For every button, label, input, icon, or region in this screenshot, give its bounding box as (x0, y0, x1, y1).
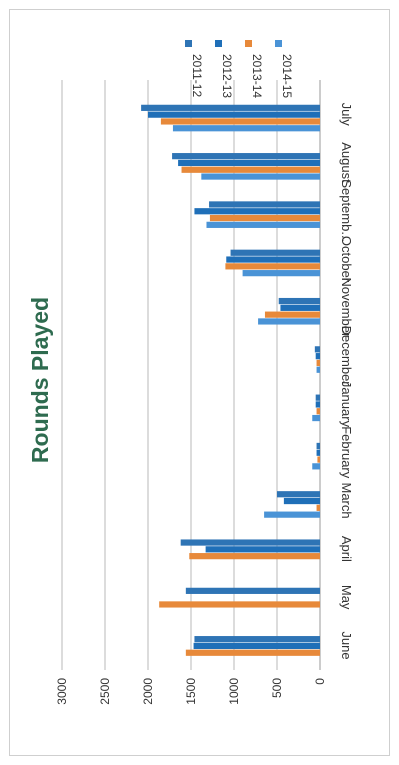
value-tick-label: 1000 (227, 678, 241, 705)
legend-swatch (215, 40, 222, 47)
bar-2011-12-March (277, 491, 320, 498)
value-tick-label: 500 (270, 678, 284, 698)
bar-2013-14-Septemb... (209, 214, 320, 222)
bar-2013-14-October (225, 263, 320, 270)
bar-2013-14-March (316, 504, 320, 511)
value-tick-label: 1500 (184, 678, 198, 705)
bar-2012-13-April (205, 546, 320, 553)
category-axis: July AugustSeptemb...OctoberNovemberDecem… (339, 103, 354, 660)
bar-2014-15-Septemb... (206, 221, 320, 228)
category-label: April (339, 536, 354, 562)
category-label: December (339, 326, 354, 387)
bar-2014-15-March (264, 511, 320, 518)
category-label: November (339, 277, 354, 338)
bar-2013-14-May (159, 601, 320, 608)
category-label: February (339, 426, 354, 479)
bar-2014-15-October (242, 270, 320, 277)
legend: 2011-12 2012-13 2013-14 2014-15 (185, 40, 294, 98)
bar-2012-13-December (315, 353, 320, 360)
bar-2014-15-January (312, 414, 320, 422)
bars (141, 104, 320, 656)
category-label: March (339, 482, 354, 518)
chart-frame: 0 500 1000 1500 2000 2500 3000 July August Septe… (9, 9, 390, 756)
bar-2011-12-December (314, 346, 320, 353)
legend-swatch (185, 40, 192, 47)
bar-2012-13-July (148, 111, 320, 118)
bar-2012-13-August (178, 159, 320, 167)
category-label: June (339, 631, 354, 659)
bar-2014-15-July (172, 125, 320, 132)
bar-2012-13-June (193, 642, 320, 650)
category-label: Septemb... (339, 179, 354, 242)
chart-title: Rounds Played (27, 297, 53, 463)
bar-2014-15-August (201, 173, 320, 180)
bar-2012-13-October (226, 256, 320, 263)
category-label: October (339, 236, 354, 283)
value-axis: 0 500 1000 1500 2000 2500 3000 (55, 678, 327, 705)
rounds-played-chart: 0 500 1000 1500 2000 2500 3000 July AugustSepte… (27, 40, 354, 705)
bar-2011-12-Septemb... (209, 201, 320, 208)
bar-2012-13-Septemb... (194, 208, 320, 215)
bar-2011-12-June (194, 636, 320, 643)
legend-swatch (275, 40, 282, 47)
bar-2012-13-February (316, 449, 320, 456)
bar-2011-12-October (230, 249, 320, 256)
bar-2011-12-February (316, 442, 320, 450)
bar-2013-14-August (181, 166, 320, 173)
bar-2013-14-April (189, 553, 320, 560)
bar-2012-13-March (283, 497, 320, 505)
bar-2013-14-July (160, 118, 320, 125)
legend-swatch (245, 40, 252, 47)
legend-label: 2013-14 (250, 54, 264, 98)
bar-2011-12-January (315, 394, 320, 401)
bar-2011-12-May (185, 587, 320, 594)
category-label: July (339, 103, 354, 127)
legend-label: 2011-12 (190, 54, 204, 97)
category-label: May (339, 585, 354, 610)
legend-label: 2012-13 (220, 54, 234, 98)
value-tick-label: 0 (313, 678, 327, 685)
bar-2013-14-December (316, 359, 320, 367)
bar-2012-13-November (280, 304, 320, 311)
category-label: August (339, 142, 354, 183)
bar-2014-15-February (312, 463, 320, 470)
bar-2013-14-February (317, 456, 320, 463)
value-tick-label: 2000 (141, 678, 155, 705)
bar-2013-14-November (264, 311, 320, 318)
bar-2011-12-July (141, 104, 320, 111)
category-label: January (339, 381, 354, 428)
chart-title-group: Rounds Played (27, 297, 53, 463)
bar-2011-12-April (180, 539, 320, 546)
bar-2013-14-January (316, 408, 320, 415)
legend-label: 2014-15 (280, 54, 294, 98)
bar-2012-13-January (315, 401, 320, 408)
value-tick-label: 3000 (55, 678, 69, 705)
bar-2014-15-December (316, 366, 320, 373)
bar-2011-12-August (172, 153, 320, 160)
bar-2014-15-November (258, 318, 320, 325)
bar-2011-12-November (278, 297, 320, 305)
bar-2013-14-June (185, 649, 320, 656)
value-tick-label: 2500 (98, 678, 112, 705)
